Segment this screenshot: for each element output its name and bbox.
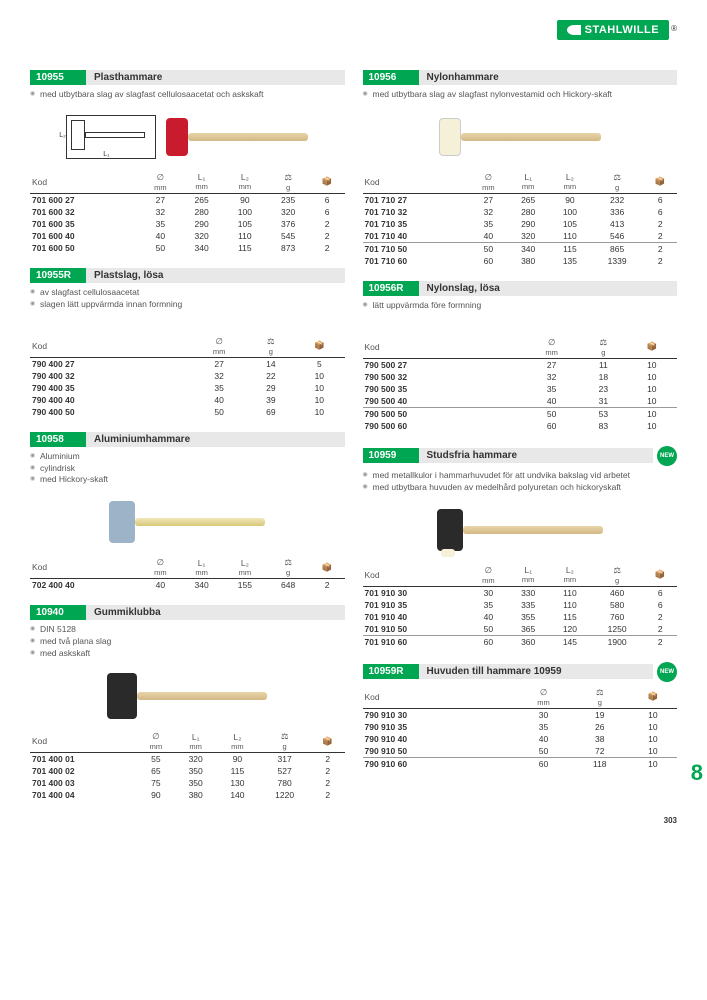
product-image: [166, 118, 308, 156]
table-row: 701 710 40403201105462: [363, 230, 678, 243]
page-section-tab: 8: [691, 760, 703, 786]
section-10956: 10956Nylonhammare med utbytbara slag av …: [363, 70, 678, 267]
section-10955: 10955Plasthammare med utbytbara slag av …: [30, 70, 345, 254]
table-row: 790 910 50507210: [363, 745, 678, 758]
table-row: 790 400 35352910: [30, 382, 345, 394]
table-row: 790 500 60608310: [363, 420, 678, 432]
table-row: 702 400 40403401556482: [30, 579, 345, 592]
new-badge-icon: NEW: [657, 446, 677, 466]
table-row: 701 710 35352901054132: [363, 218, 678, 230]
table-row: 790 910 606011810: [363, 757, 678, 770]
table-row: 701 400 049038014012202: [30, 789, 345, 801]
table-row: 790 910 35352610: [363, 721, 678, 733]
table-row: 790 910 30301910: [363, 708, 678, 721]
product-image: [109, 501, 265, 543]
section-10959R: 10959RHuvuden till hammare 10959NEW Kod∅…: [363, 662, 678, 770]
product-image: [107, 673, 267, 719]
table-row: 790 400 40403910: [30, 394, 345, 406]
table-row: 701 910 30303301104606: [363, 586, 678, 599]
table-row: 701 600 32322801003206: [30, 206, 345, 218]
spec-table: Kod∅mm⚖g📦 790 400 2727145790 400 3232221…: [30, 335, 345, 418]
table-row: 790 400 50506910: [30, 406, 345, 418]
table-row: 701 710 2727265902326: [363, 193, 678, 206]
section-10958: 10958Aluminiumhammare Aluminiumcylindris…: [30, 432, 345, 592]
table-row: 701 600 35352901053762: [30, 218, 345, 230]
table-row: 701 400 0155320903172: [30, 753, 345, 766]
table-row: 701 400 02653501155272: [30, 765, 345, 777]
section-code: 10955: [30, 70, 86, 85]
table-row: 790 500 32321810: [363, 371, 678, 383]
table-row: 701 910 606036014519002: [363, 635, 678, 648]
section-10956R: 10956RNylonslag, lösa lätt uppvärmda för…: [363, 281, 678, 432]
table-row: 701 710 50503401158652: [363, 242, 678, 255]
section-10940: 10940Gummiklubba DIN 5128med två plana s…: [30, 605, 345, 801]
section-10959: 10959Studsfria hammareNEW med metallkulo…: [363, 446, 678, 648]
table-row: 790 500 35352310: [363, 383, 678, 395]
spec-table: Kod∅mmL₁mmL₂mm⚖g📦 701 910 30303301104606…: [363, 564, 678, 648]
table-row: 790 910 40403810: [363, 733, 678, 745]
table-row: 701 400 03753501307802: [30, 777, 345, 789]
spec-table: Kod∅mmL₁mmL₂mm⚖g📦 702 400 40403401556482: [30, 556, 345, 591]
table-row: 790 500 50505310: [363, 407, 678, 420]
section-10955R: 10955RPlastslag, lösa av slagfast cellul…: [30, 268, 345, 418]
table-row: 701 910 505036512012502: [363, 623, 678, 636]
table-row: 701 910 35353351105806: [363, 599, 678, 611]
spec-table: Kod∅mmL₁mmL₂mm⚖g📦 701 400 01553209031727…: [30, 730, 345, 801]
table-row: 790 500 40403110: [363, 395, 678, 408]
section-title: Plasthammare: [86, 70, 345, 85]
table-row: 790 400 32322210: [30, 370, 345, 382]
spec-table: Kod∅mmL₁mmL₂mm⚖g📦 701 600 27272659023567…: [30, 171, 345, 254]
spec-table: Kod∅mm⚖g📦 790 910 30301910790 910 353526…: [363, 686, 678, 770]
table-row: 790 400 2727145: [30, 357, 345, 370]
page-number: 303: [664, 816, 677, 825]
section-desc: med utbytbara slag av slagfast cellulosa…: [30, 89, 345, 101]
table-row: 701 910 40403551157602: [363, 611, 678, 623]
spec-table: Kod∅mm⚖g📦 790 500 27271110790 500 323218…: [363, 336, 678, 432]
product-image: [439, 118, 601, 156]
table-row: 701 600 50503401158732: [30, 242, 345, 254]
table-row: 701 710 606038013513392: [363, 255, 678, 267]
right-column: 10956Nylonhammare med utbytbara slag av …: [363, 70, 678, 815]
new-badge-icon: NEW: [657, 662, 677, 682]
brand-logo: STAHLWILLE®: [557, 20, 677, 40]
table-row: 701 600 2727265902356: [30, 193, 345, 206]
table-row: 701 710 32322801003366: [363, 206, 678, 218]
table-row: 790 500 27271110: [363, 358, 678, 371]
table-row: 701 600 40403201105452: [30, 230, 345, 242]
product-image: [437, 509, 603, 551]
spec-table: Kod∅mmL₁mmL₂mm⚖g📦 701 710 27272659023267…: [363, 171, 678, 267]
left-column: 10955Plasthammare med utbytbara slag av …: [30, 70, 345, 815]
dimension-diagram: L₁L₂: [66, 115, 156, 159]
